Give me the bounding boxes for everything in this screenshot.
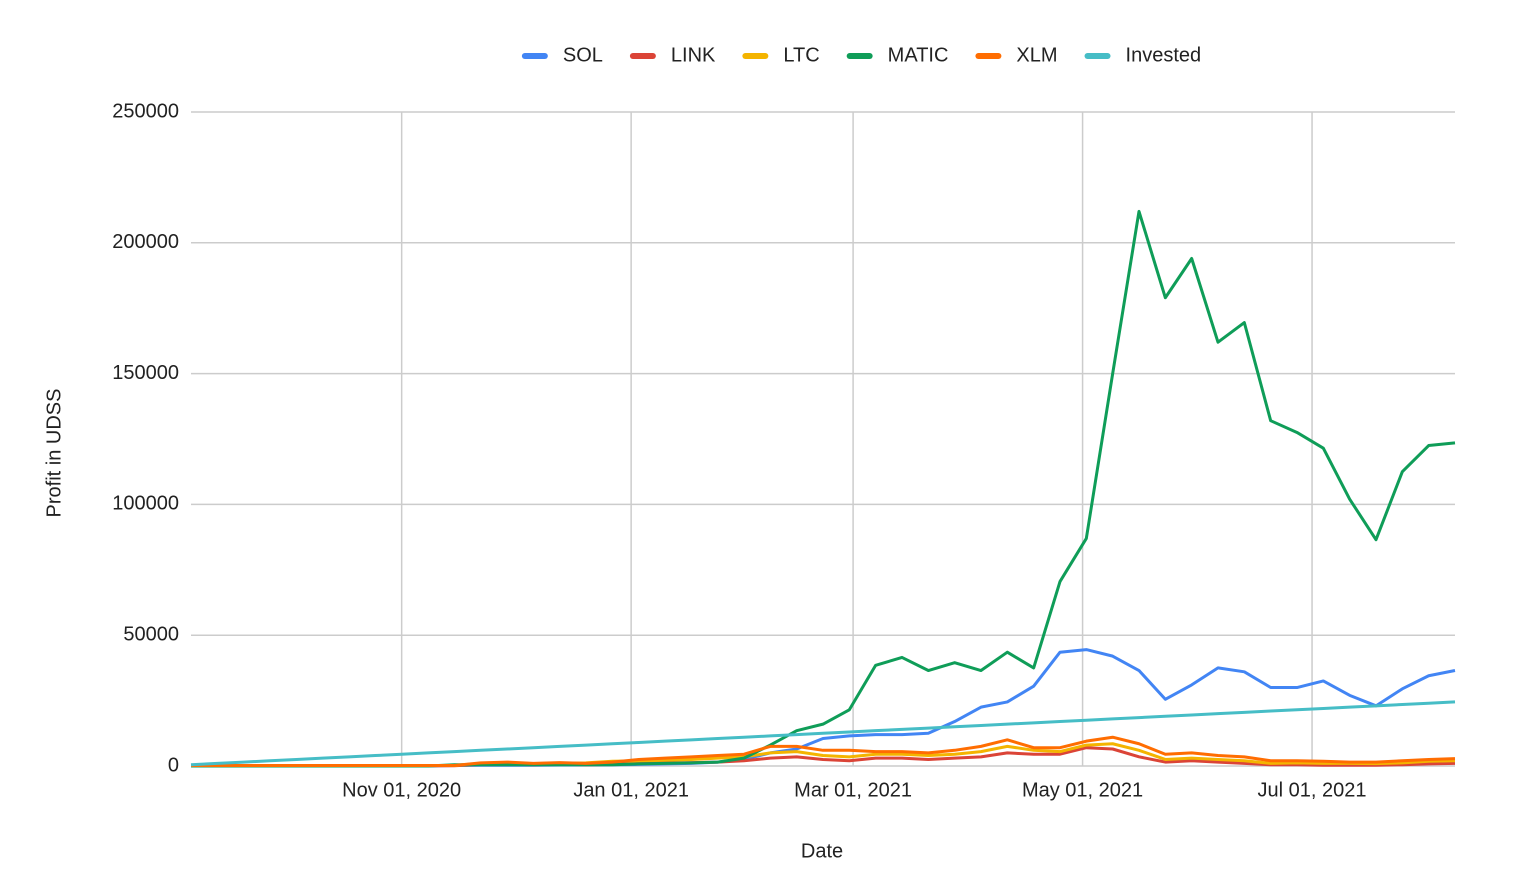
y-axis-title: Profit in UDSS (43, 389, 65, 518)
x-tick-label: Jan 01, 2021 (573, 779, 689, 801)
y-tick-label: 100000 (112, 493, 179, 515)
y-tick-label: 250000 (112, 100, 179, 122)
legend-label: Invested (1126, 44, 1202, 66)
legend-label: SOL (563, 44, 603, 66)
y-tick-label: 50000 (123, 623, 179, 645)
x-tick-label: Jul 01, 2021 (1258, 779, 1367, 801)
y-tick-label: 200000 (112, 231, 179, 253)
legend-label: MATIC (888, 44, 949, 66)
x-tick-label: May 01, 2021 (1022, 779, 1143, 801)
x-tick-label: Nov 01, 2020 (342, 779, 461, 801)
y-tick-label: 0 (168, 754, 179, 776)
y-tick-label: 150000 (112, 362, 179, 384)
legend-label: LINK (671, 44, 716, 66)
series-line (191, 648, 1456, 768)
legend: SOL LINK LTC MATIC XLM Invested (521, 44, 1202, 66)
series-line (190, 700, 1456, 767)
series-line (191, 735, 1456, 767)
x-tick-label: Mar 01, 2021 (794, 779, 912, 801)
x-axis-title: Date (801, 840, 843, 862)
legend-label: LTC (783, 44, 819, 66)
legend-label: XLM (1016, 44, 1057, 66)
